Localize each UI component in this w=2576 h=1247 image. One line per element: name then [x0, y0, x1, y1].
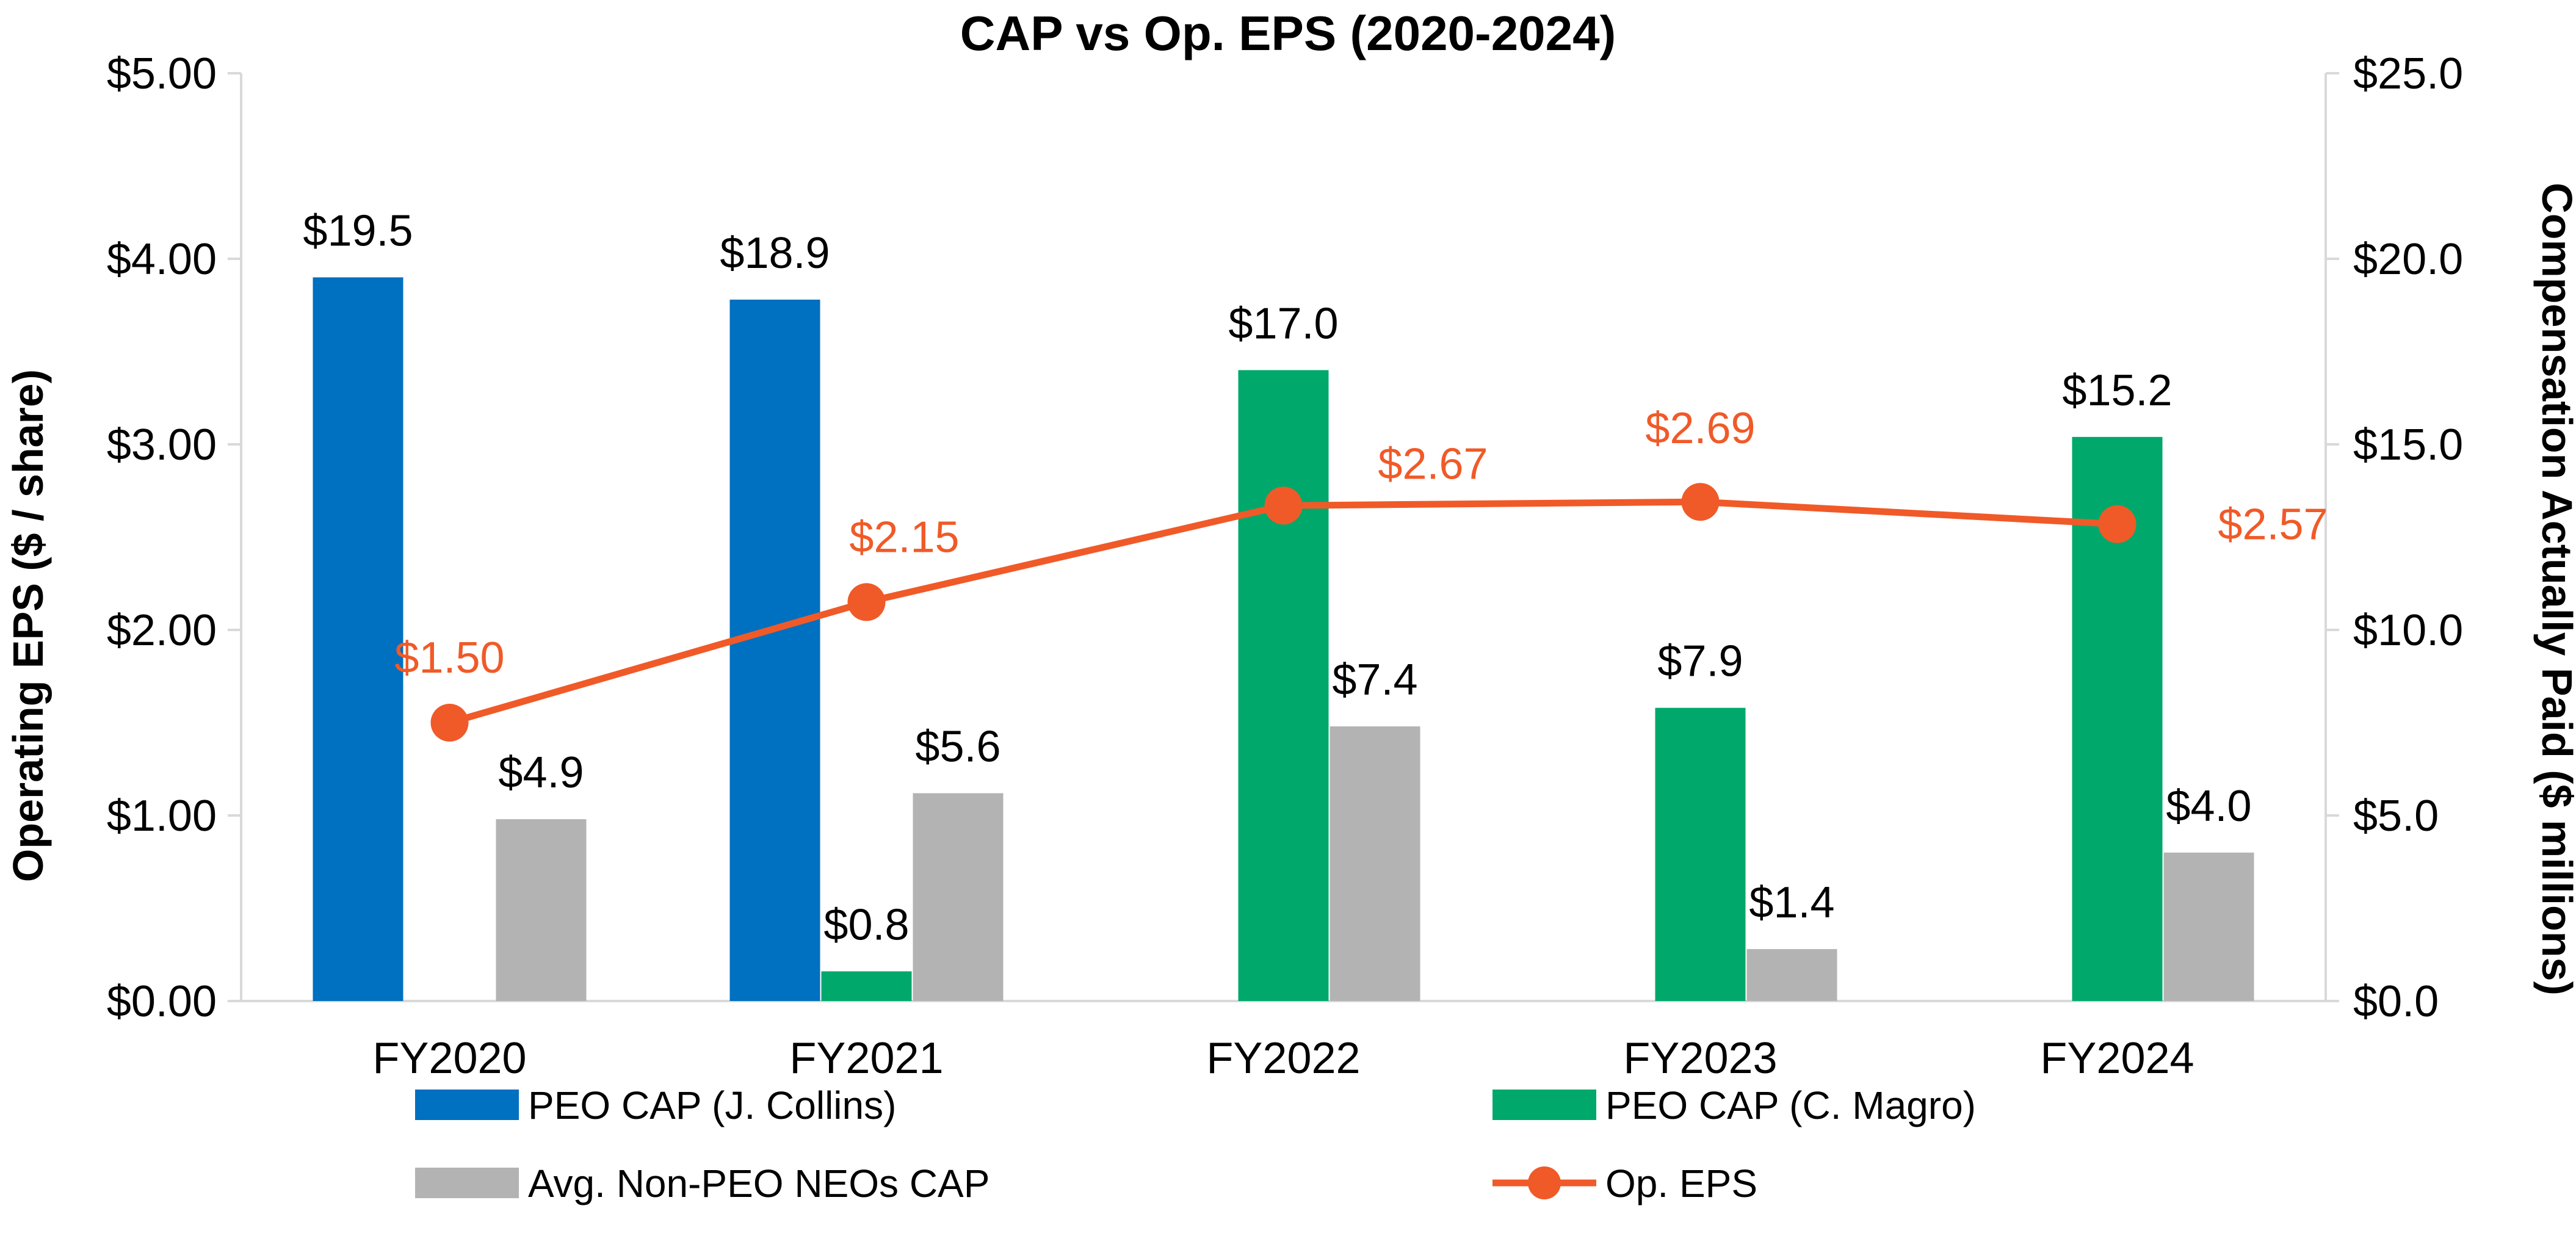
x-tick-label: FY2024 — [2040, 1034, 2194, 1083]
eps-point — [2098, 505, 2136, 543]
y-axis-left-title: Operating EPS ($ / share) — [4, 369, 52, 882]
x-tick-label: FY2020 — [372, 1034, 526, 1083]
data-labels: $19.5 $18.9 $0.8 $17.0 $7.9 $15.2 $4.9 $5.6 $7.4… — [303, 206, 2328, 949]
y-left-tick-label: $2.00 — [107, 606, 217, 655]
bar-data-label: $18.9 — [720, 229, 830, 278]
legend-label: Op. EPS — [1605, 1162, 1757, 1205]
y-left-tick-label: $1.00 — [107, 792, 217, 840]
chart-title: CAP vs Op. EPS (2020-2024) — [960, 6, 1616, 60]
bar-data-label: $7.9 — [1657, 637, 1743, 686]
bar-data-label: $4.0 — [2166, 782, 2251, 831]
legend-swatch — [415, 1090, 519, 1120]
y-right-tick-label: $0.0 — [2353, 977, 2439, 1026]
bar-data-label: $0.8 — [823, 900, 909, 949]
eps-point — [1681, 483, 1720, 521]
y-right-tick-label: $10.0 — [2353, 606, 2463, 655]
bar-data-label: $15.2 — [2062, 366, 2172, 415]
bar-data-label: $7.4 — [1332, 656, 1417, 704]
bar — [496, 819, 587, 1001]
y-axis-right-title: Compensation Actually Paid ($ millions) — [2533, 183, 2576, 996]
bar — [821, 971, 912, 1001]
legend-label: PEO CAP (J. Collins) — [528, 1083, 896, 1127]
eps-line — [430, 483, 2136, 742]
bar — [313, 277, 403, 1001]
x-tick-label: FY2021 — [789, 1034, 943, 1083]
eps-point — [847, 583, 886, 621]
bar — [2163, 852, 2254, 1001]
y-right-tick-label: $20.0 — [2353, 235, 2463, 284]
bar — [1238, 370, 1329, 1001]
x-tick-label: FY2022 — [1206, 1034, 1360, 1083]
legend-swatch — [1492, 1090, 1596, 1120]
bar-data-label: $19.5 — [303, 206, 413, 255]
bar — [1655, 707, 1746, 1001]
y-right-tick-label: $25.0 — [2353, 49, 2463, 98]
eps-data-label: $2.67 — [1378, 439, 1488, 488]
legend-swatch — [415, 1168, 519, 1198]
legend-label: Avg. Non-PEO NEOs CAP — [528, 1162, 990, 1205]
eps-data-label: $2.57 — [2218, 501, 2328, 549]
eps-point — [1264, 486, 1303, 525]
y-right-tick-label: $5.0 — [2353, 792, 2439, 840]
legend-swatch-marker — [1528, 1166, 1561, 1199]
bar-data-label: $17.0 — [1228, 299, 1338, 348]
eps-point — [430, 704, 469, 742]
bar — [729, 299, 820, 1001]
eps-data-label: $2.69 — [1645, 404, 1755, 453]
bar — [913, 793, 1004, 1001]
y-left-tick-label: $0.00 — [107, 977, 217, 1026]
bar-data-label: $5.6 — [915, 723, 1000, 772]
y-left-tick-label: $3.00 — [107, 421, 217, 469]
legend: PEO CAP (J. Collins) PEO CAP (C. Magro) Av… — [415, 1083, 1976, 1205]
y-left-tick-label: $5.00 — [107, 49, 217, 98]
x-tick-label: FY2023 — [1623, 1034, 1777, 1083]
bar — [1330, 726, 1420, 1001]
bars — [313, 277, 2254, 1001]
eps-data-label: $1.50 — [394, 634, 504, 682]
legend-label: PEO CAP (C. Magro) — [1605, 1083, 1976, 1127]
bar — [1746, 949, 1837, 1001]
eps-data-label: $2.15 — [849, 513, 959, 562]
y-left-tick-label: $4.00 — [107, 235, 217, 284]
y-right-tick-label: $15.0 — [2353, 421, 2463, 469]
bar-data-label: $4.9 — [498, 748, 584, 797]
bar-data-label: $1.4 — [1749, 878, 1834, 927]
axes: $0.00 $1.00 $2.00 $3.00 $4.00 $5.00 $0.0 $5.0 $1… — [107, 49, 2463, 1083]
